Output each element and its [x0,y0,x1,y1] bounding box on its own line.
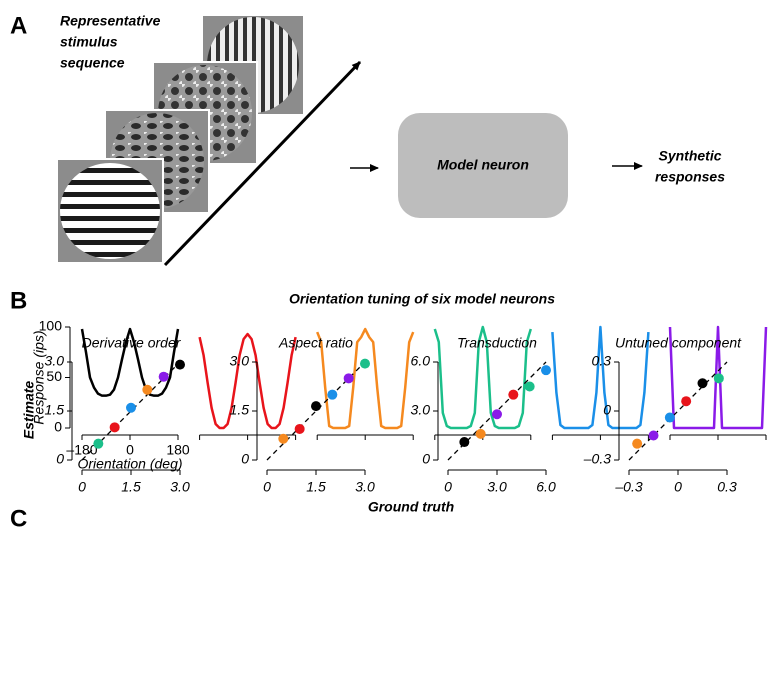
y-tick-label: 100 [39,318,63,334]
y-tick-label: 0 [56,451,64,467]
point [508,389,519,400]
point [475,428,486,439]
x-tick-label: 180 [166,442,190,458]
stimulus-stack [56,14,305,264]
point [648,430,659,441]
tuning-curve [668,325,768,430]
tuning-curve [80,327,180,397]
x-tick-label: 0 [126,442,134,458]
stimulus-label: Representative [60,13,161,29]
output-label: Synthetic [658,148,721,164]
point [175,359,185,370]
x-tick-label: 1.5 [306,479,326,495]
point [109,422,120,433]
tuning-title: Orientation tuning of six model neurons [289,291,555,307]
point [278,433,289,444]
panel-label: B [10,287,27,314]
tuning-curve [198,332,297,430]
y-axis-label: Response (ips) [31,330,47,424]
y-tick-label: 0 [603,402,611,418]
stimulus-label: sequence [60,55,125,71]
point [158,371,169,382]
y-tick-label: 0 [422,451,430,467]
x-tick-label: 0 [78,479,86,495]
y-tick-label: 0.3 [592,353,612,369]
x-tick-label: 6.0 [536,479,556,495]
tuning-curve [433,325,532,430]
x-tick-label: 3.0 [170,479,190,495]
chart-title: Derivative order [82,335,182,351]
y-tick-label: 0 [241,451,249,467]
point [126,402,136,413]
point [632,438,643,449]
point [681,396,692,407]
stimulus-label: stimulus [60,34,118,50]
y-tick-label: 6.0 [411,353,431,369]
tuning-curve [551,325,650,430]
point [311,401,321,412]
x-axis-label: Ground truth [368,499,454,515]
chart-title: Aspect ratio [278,335,353,351]
point [697,378,708,389]
x-tick-label: 3.0 [487,479,507,495]
point [664,412,675,423]
x-tick-label: 0 [674,479,682,495]
y-tick-label: 3.0 [230,353,250,369]
x-axis-label: Orientation (deg) [77,456,182,472]
y-tick-label: 50 [46,368,62,384]
point [459,437,470,448]
point [343,373,354,384]
tuning-curve [316,327,415,430]
point [294,423,305,434]
point [142,384,153,395]
y-tick-label: 0 [54,419,62,435]
point [360,358,370,369]
y-tick-label: –0.3 [583,451,611,467]
model-label: Model neuron [437,157,529,173]
x-tick-label: 3.0 [355,479,375,495]
time-arrow [163,60,362,267]
x-tick-label: 0 [444,479,452,495]
point [524,381,535,392]
y-tick-label: 3.0 [45,353,65,369]
point [93,438,104,449]
x-tick-label: 1.5 [121,479,141,495]
x-tick-label: –0.3 [614,479,642,495]
point [327,389,338,400]
model-box [398,113,568,218]
y-axis-label: Estimate [21,381,37,440]
chart-title: Transduction [457,335,537,351]
output-label: responses [655,169,725,185]
point [541,365,551,376]
y-tick-label: 1.5 [45,402,65,418]
y-tick-label: 3.0 [411,402,431,418]
chart-title: Untuned component [615,335,742,351]
x-tick-label: 0 [263,479,271,495]
panel-label: C [10,505,27,532]
x-tick-label: –180 [66,442,97,458]
point [492,409,502,420]
y-tick-label: 1.5 [230,402,250,418]
identity-line [628,361,728,461]
point [713,373,724,384]
panel-label: A [10,12,27,39]
x-tick-label: 0.3 [717,479,737,495]
